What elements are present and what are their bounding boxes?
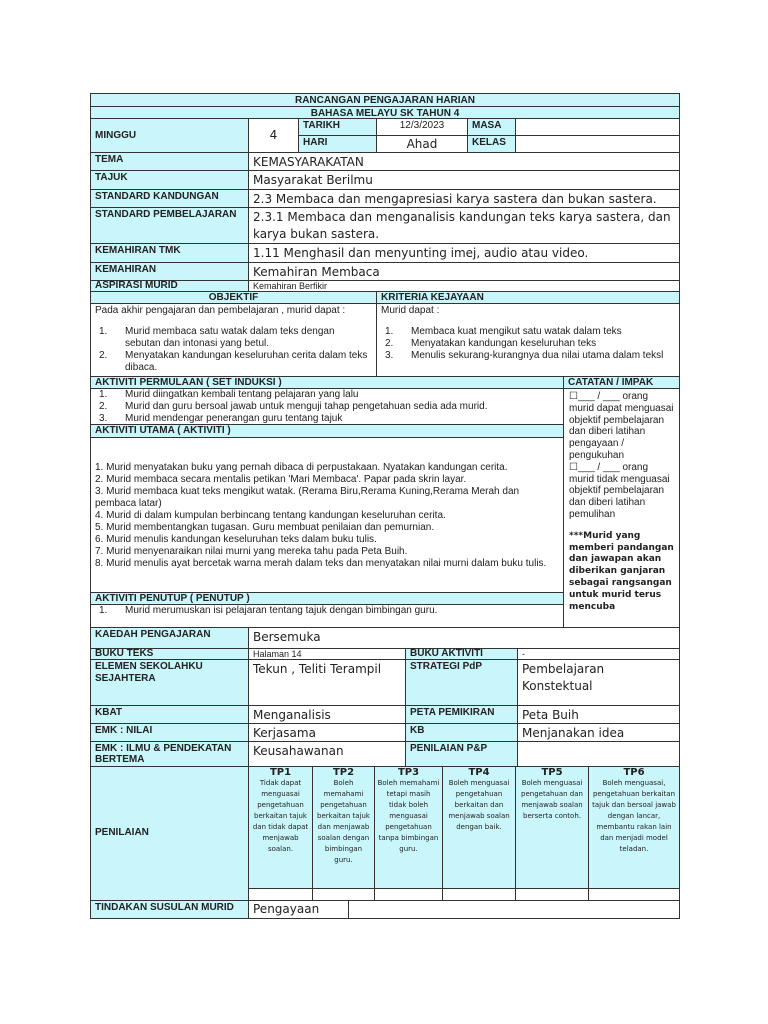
tindakan-label: TINDAKAN SUSULAN MURID [90,900,249,919]
sp-value: 2.3.1 Membaca dan menganalisis kandungan… [248,207,680,244]
tmk-label: KEMAHIRAN TMK [90,243,249,263]
objektif-item: Murid membaca satu watak dalam teks deng… [125,326,335,349]
tp3-cell: TP3 Boleh memahami tetapi masih tidak bol… [374,766,443,889]
catatan-body: ☐___ / ___ orang murid dapat menguasai o… [563,388,680,628]
objektif-body: Pada akhir pengajaran dan pembelajaran ,… [90,303,377,377]
tajuk-label: TAJUK [90,170,249,190]
tmk-value: 1.11 Menghasil dan menyunting imej, audi… [248,243,680,263]
utama-item: 7. Murid menyenaraikan nilai murni yang … [95,546,408,557]
tp1-heading: TP1 [269,767,292,778]
kelas-label: KELAS [467,135,516,153]
sk-label: STANDARD KANDUNGAN [90,189,249,208]
utama-item: 4. Murid di dalam kumpulan berbincang te… [95,510,446,521]
tp2-heading: TP2 [332,767,355,778]
hari-label: HARI [298,135,377,153]
strategi-label: STRATEGI PdP [405,659,518,706]
kriteria-item: Menyatakan kandungan keseluruhan teks [411,338,597,349]
sk-value: 2.3 Membaca dan mengapresiasi karya sast… [248,189,680,208]
kriteria-intro: Murid dapat : [381,305,440,316]
kelas-value [515,135,680,153]
nilai-label: EMK : NILAI [90,723,249,742]
penutup-body: 1. Murid merumuskan isi pelajaran tentang… [90,604,564,628]
tema-value: KEMASYARAKATAN [248,152,680,171]
penilaian-pp-label: PENILAIAN P&P [405,741,518,767]
kemahiran-label: KEMAHIRAN [90,262,249,281]
tp3-heading: TP3 [397,767,420,778]
tp5-cell: TP5 Boleh menguasai pengetahuan dan menja… [515,766,589,889]
kriteria-item: Membaca kuat mengikut satu watak dalam t… [411,326,622,337]
catatan-note: ***Murid yang memberi pandangan dan jawa… [569,530,674,612]
masa-label: MASA [467,118,516,136]
tp1-desc: Tidak dapat menguasai pengetahuan berkai… [252,779,309,853]
utama-item: 1. Murid menyatakan buku yang pernah dib… [95,462,508,473]
utama-item: 3. Murid membaca kuat teks mengikut wata… [95,486,520,509]
tp1-cell: TP1 Tidak dapat menguasai pengetahuan ber… [248,766,313,889]
tp5-desc: Boleh menguasai pengetahuan dan menjawab… [521,779,583,820]
elemen-value: Tekun , Teliti Terampil [248,659,406,706]
catatan-menguasai: ☐___ / ___ orang murid dapat menguasai o… [569,391,674,461]
tp3-desc: Boleh memahami tetapi masih tidak boleh … [377,779,440,853]
permulaan-item: Murid diingatkan kembali tentang pelajar… [125,389,359,400]
kriteria-item: Menulis sekurang-kurangnya dua nilai uta… [411,350,664,361]
minggu-label: MINGGU [90,118,249,153]
kemahiran-value: Kemahiran Membaca [248,262,680,281]
permulaan-body: 1. Murid diingatkan kembali tentang pelaj… [90,388,564,425]
utama-item: 6. Murid menulis kandungan keseluruhan t… [95,534,377,545]
tarikh-value: 12/3/2023 [376,118,468,136]
elemen-label: ELEMEN SEKOLAHKU SEJAHTERA [90,659,249,706]
tp4-cell: TP4 Boleh menguasai pengetahuan berkaitan… [442,766,516,889]
tp6-desc: Boleh menguasai, pengetahuan berkaitan t… [592,779,676,853]
utama-item: 2. Murid membaca secara mentalis petikan… [95,474,467,485]
tp6-cell: TP6 Boleh menguasai, pengetahuan berkaita… [588,766,680,889]
catatan-tidak-menguasai: ☐___ / ___ orang murid tidak menguasai o… [569,461,670,520]
penutup-item: Murid merumuskan isi pelajaran tentang t… [125,605,438,616]
peta-label: PETA PEMIKIRAN [405,705,518,724]
kb-value: Menjanakan idea [517,723,680,742]
kaedah-value: Bersemuka [248,627,680,649]
tarikh-label: TARIKH [298,118,377,136]
tp5-heading: TP5 [541,767,563,778]
kriteria-body: Murid dapat : 1. Membaca kuat mengikut sa… [376,303,680,377]
tajuk-value: Masyarakat Berilmu [248,170,680,190]
kaedah-label: KAEDAH PENGAJARAN [90,627,249,649]
objektif-item: Menyatakan kandungan keseluruhan cerita … [125,350,368,373]
permulaan-item: Murid dan guru bersoal jawab untuk mengu… [125,401,488,412]
penilaian-label: PENILAIAN [90,766,249,901]
utama-item: 8. Murid menulis ayat bercetak warna mer… [95,558,547,569]
kb-label: KB [405,723,518,742]
kbat-value: Menganalisis [248,705,406,724]
strategi-value: Pembelajaran Konstektual [517,659,680,706]
doc-title: RANCANGAN PENGAJARAN HARIAN [90,93,680,107]
tp2-desc: Boleh memahami pengetahuan berkaitan taj… [317,779,370,864]
hari-value: Ahad [376,135,468,153]
tp6-heading: TP6 [623,767,645,778]
utama-item: 5. Murid membentangkan tugasan. Guru mem… [95,522,435,533]
nilai-value: Kerjasama [248,723,406,742]
sp-label: STANDARD PEMBELAJARAN [90,207,249,244]
tp4-desc: Boleh menguasai pengetahuan berkaitan da… [448,779,510,831]
tema-label: TEMA [90,152,249,171]
objektif-intro: Pada akhir pengajaran dan pembelajaran ,… [95,305,346,316]
tp2-cell: TP2 Boleh memahami pengetahuan berkaitan … [312,766,375,889]
kbat-label: KBAT [90,705,249,724]
masa-value [515,118,680,136]
permulaan-item: Murid mendengar penerangan guru tentang … [125,413,343,424]
tp4-heading: TP4 [468,767,490,778]
penilaian-pp-value [517,741,680,767]
minggu-value: 4 [248,118,299,153]
peta-value: Peta Buih [517,705,680,724]
ilmu-value: Keusahawanan [248,741,406,767]
tindakan-value: Pengayaan [248,900,349,919]
utama-header: AKTIVITI UTAMA ( AKTIVITI ) [90,424,564,438]
tindakan-extra [348,900,680,919]
ilmu-label: EMK : ILMU & PENDEKATAN BERTEMA [90,741,249,767]
utama-body: 1. Murid menyatakan buku yang pernah dib… [90,437,564,593]
